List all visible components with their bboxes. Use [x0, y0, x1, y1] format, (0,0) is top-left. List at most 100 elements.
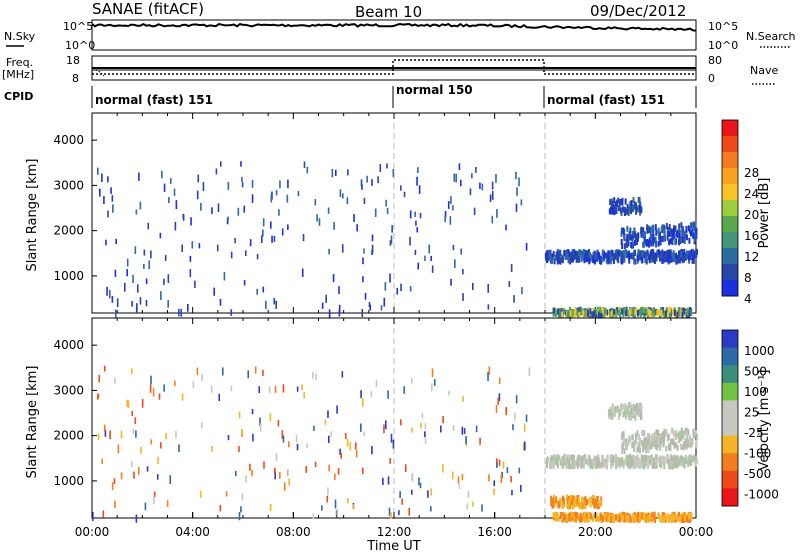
echo-point — [564, 456, 567, 463]
echo-point — [675, 231, 678, 238]
echo-point — [491, 181, 494, 190]
echo-point — [589, 501, 592, 508]
echo-point — [130, 460, 133, 468]
echo-point — [221, 367, 224, 376]
echo-point — [569, 463, 572, 470]
colorbar-tick-label: 12 — [744, 250, 759, 264]
echo-point — [318, 218, 321, 226]
echo-point — [173, 188, 176, 196]
echo-point — [576, 310, 579, 317]
echo-point — [627, 250, 630, 257]
echo-point — [612, 404, 615, 411]
echo-point — [668, 311, 671, 318]
echo-point — [625, 241, 628, 248]
echo-point — [596, 249, 599, 256]
echo-point — [633, 515, 636, 522]
echo-point — [574, 307, 577, 314]
echo-point — [667, 459, 670, 466]
echo-point — [663, 228, 666, 235]
colorbar-swatch — [722, 152, 738, 169]
echo-point — [673, 252, 676, 259]
colorbar-swatch — [722, 280, 738, 297]
echo-point — [682, 430, 685, 437]
velocity-colorbar-label: Velocity [m s⁻¹] — [757, 370, 772, 471]
echo-point — [631, 231, 634, 238]
echo-point — [638, 250, 641, 257]
echo-point — [663, 255, 666, 262]
echo-point — [400, 283, 402, 292]
echo-point — [352, 504, 355, 510]
echo-point — [675, 514, 678, 521]
echo-point — [238, 512, 241, 521]
echo-point — [650, 454, 653, 461]
echo-point — [617, 413, 620, 420]
echo-point — [591, 463, 594, 470]
echo-point — [645, 250, 648, 257]
echo-point — [398, 510, 400, 516]
echo-point — [111, 195, 114, 202]
echo-point — [636, 430, 639, 437]
echo-point — [339, 189, 342, 197]
echo-point — [475, 166, 477, 173]
echo-point — [589, 308, 592, 315]
echo-point — [516, 187, 518, 196]
echo-point — [238, 411, 241, 419]
echo-point — [638, 434, 641, 441]
echo-point — [601, 256, 604, 263]
echo-point — [621, 258, 624, 265]
echo-point — [582, 310, 585, 317]
echo-point — [427, 490, 429, 498]
echo-point — [634, 201, 637, 208]
echo-point — [219, 505, 222, 512]
echo-point — [158, 393, 161, 400]
echo-point — [685, 427, 688, 434]
echo-point — [178, 308, 180, 317]
echo-point — [663, 234, 666, 241]
echo-point — [665, 222, 668, 229]
echo-point — [161, 170, 163, 179]
range-tick-label: 2000 — [53, 224, 84, 238]
cpid-segment-2: normal 150 — [396, 83, 473, 97]
echo-point — [584, 250, 587, 257]
echo-point — [661, 515, 664, 522]
echo-point — [628, 513, 631, 520]
echo-point — [652, 307, 655, 314]
echo-point — [312, 372, 314, 379]
echo-point — [565, 463, 568, 470]
echo-point — [251, 194, 254, 204]
echo-point — [338, 286, 340, 294]
echo-point — [189, 269, 192, 278]
echo-point — [163, 278, 165, 285]
colorbar-swatch — [722, 136, 738, 153]
echo-point — [201, 421, 203, 429]
echo-point — [633, 445, 636, 452]
echo-point — [694, 460, 697, 467]
time-axis-label: Time UT — [366, 539, 420, 554]
echo-point — [667, 307, 670, 314]
echo-point — [620, 443, 623, 450]
echo-point — [553, 258, 556, 265]
echo-point — [627, 516, 630, 523]
echo-point — [576, 462, 579, 469]
echo-point — [528, 367, 531, 377]
echo-point — [636, 235, 639, 242]
colorbar-tick-label: 20 — [744, 208, 759, 222]
echo-point — [513, 412, 516, 421]
echo-point — [523, 423, 526, 432]
echo-point — [501, 472, 503, 479]
echo-point — [110, 187, 112, 194]
range-tick-label: 4000 — [53, 133, 84, 147]
echo-point — [463, 428, 466, 435]
echo-point — [554, 254, 557, 261]
echo-point — [625, 404, 628, 411]
echo-point — [683, 462, 686, 469]
echo-point — [623, 235, 626, 242]
echo-point — [498, 459, 501, 466]
echo-point — [301, 268, 304, 277]
echo-point — [558, 249, 561, 256]
echo-point — [105, 239, 107, 246]
echo-point — [675, 252, 678, 259]
echo-point — [656, 309, 659, 316]
echo-point — [679, 235, 682, 242]
echo-point — [683, 456, 686, 463]
